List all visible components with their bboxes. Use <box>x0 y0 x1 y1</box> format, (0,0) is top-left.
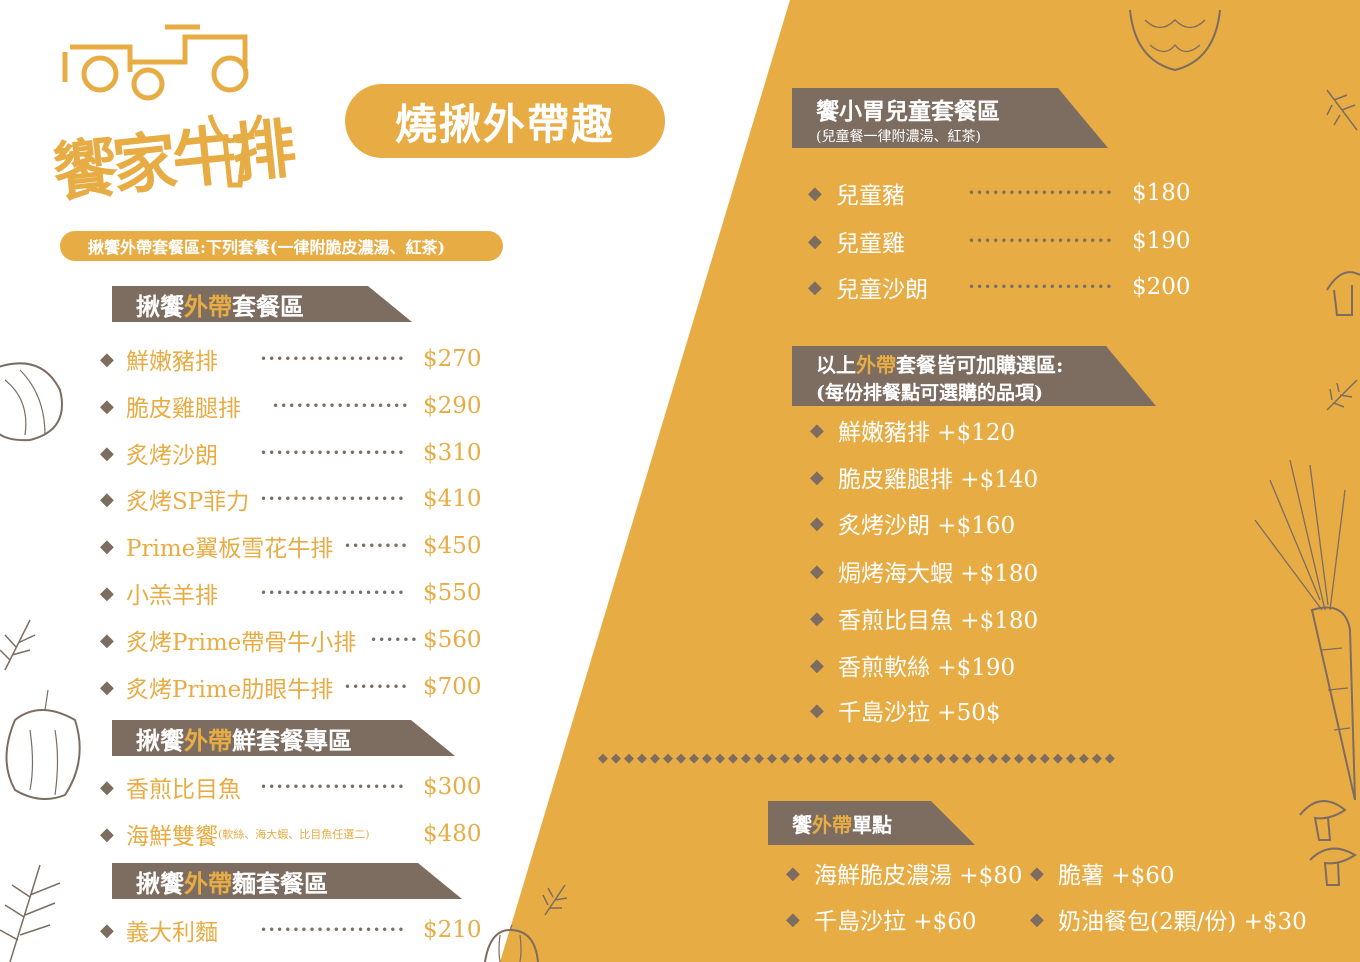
herb-sprig-icon <box>0 619 36 671</box>
kids-title: 饗小胃兒童套餐區 <box>816 98 1000 125</box>
diamond-icon: ◆ <box>786 862 800 884</box>
diamond-icon: ◆ <box>100 629 114 651</box>
diamond-icon: ◆ <box>808 182 822 204</box>
mushroom-sketch-icon <box>1326 271 1360 316</box>
pumpkin-sketch-icon <box>484 925 539 962</box>
diamond-icon: ◆ <box>100 582 114 604</box>
list-item: ◆ 炙烤Prime帶骨牛小排 •••••• $560 <box>100 627 482 656</box>
diamond-icon: ◆ <box>100 488 114 510</box>
addon-subtitle: (每份排餐點可選購的品項) <box>816 382 1043 404</box>
set-note: 揪饗外帶套餐區:下列套餐(一律附脆皮濃湯、紅茶) <box>60 231 503 261</box>
page-title: 燒揪外帶趣 <box>345 84 665 158</box>
list-item: ◆ 炙烤沙朗 +$160 <box>810 512 1016 540</box>
diamond-icon: ◆ <box>810 512 824 534</box>
list-item: ◆ 焗烤海大蝦 +$180 <box>810 560 1039 588</box>
list-item: ◆ 脆皮雞腿排 ••••••••••••••••• $290 <box>100 393 482 422</box>
section-banner-seafood-meals: 揪饗 外帶 鮮套餐專區 <box>112 720 455 756</box>
section-banner-pasta-meals: 揪饗 外帶 麵套餐區 <box>112 863 462 899</box>
leaf-sprig-icon <box>542 884 568 916</box>
list-item: ◆ 海鮮脆皮濃湯 +$80 <box>786 862 1023 890</box>
diamond-icon: ◆ <box>100 395 114 417</box>
diamond-icon: ◆ <box>100 442 114 464</box>
list-item: ◆ 鮮嫩豬排 +$120 <box>810 419 1016 447</box>
herb-sprig-right-icon <box>1326 379 1358 411</box>
carrot-sketch-icon <box>1254 460 1356 800</box>
diamond-icon: ◆ <box>1030 908 1044 930</box>
diamond-icon: ◆ <box>808 230 822 252</box>
list-item: ◆ 脆皮雞腿排 +$140 <box>810 466 1039 494</box>
herb-branch-icon <box>0 864 61 962</box>
list-item: ◆ 香煎比目魚 •••••••••••••••••• $300 <box>100 774 482 803</box>
section-banner-addon: 以上外帶套餐皆可加購選區: (每份排餐點可選購的品項) <box>792 346 1156 406</box>
section-banner-set-meals: 揪饗 外帶 套餐區 <box>112 286 412 322</box>
list-item: ◆ 鮮嫩豬排 •••••••••••••••••• $270 <box>100 346 482 375</box>
onion-sketch-icon <box>0 362 63 442</box>
leaf-branch-icon <box>1326 89 1358 131</box>
list-item: ◆ 炙烤沙朗 •••••••••••••••••• $310 <box>100 440 482 469</box>
diamond-icon: ◆ <box>100 823 114 845</box>
diamond-icon: ◆ <box>100 535 114 557</box>
mushrooms-sketch-icon <box>1299 800 1357 886</box>
list-item: ◆ 奶油餐包(2顆/份) +$30 <box>1030 908 1307 936</box>
list-item: ◆ Prime翼板雪花牛排 •••••••• $450 <box>100 533 482 562</box>
diamond-icon: ◆ <box>1030 862 1044 884</box>
diamond-icon: ◆ <box>100 676 114 698</box>
list-item: ◆ 炙烤SP菲力 •••••••••••••••••• $410 <box>100 486 482 515</box>
list-item: ◆ 海鮮雙饗 (軟絲、海大蝦、比目魚任選二) $480 <box>100 821 482 850</box>
list-item: ◆ 香煎比目魚 +$180 <box>810 607 1039 635</box>
dotted-divider: ◆◆◆◆◆◆◆◆◆◆◆◆◆◆◆◆◆◆◆◆◆◆◆◆◆◆◆◆◆◆◆◆◆◆◆◆◆◆◆◆ <box>598 751 1118 766</box>
diamond-icon: ◆ <box>810 607 824 629</box>
list-item: ◆ 兒童沙朗 •••••••••••••••••• $200 <box>808 274 1191 303</box>
bull-head-icon <box>207 114 263 188</box>
list-item: ◆ 小羔羊排 •••••••••••••••••• $550 <box>100 580 482 609</box>
diamond-icon: ◆ <box>808 276 822 298</box>
list-item: ◆ 脆薯 +$60 <box>1030 862 1175 890</box>
list-item: ◆ 千島沙拉 +50$ <box>810 699 1001 727</box>
diamond-icon: ◆ <box>810 466 824 488</box>
list-item: ◆ 炙烤Prime肋眼牛排 •••••••• $700 <box>100 674 482 703</box>
list-item: ◆ 義大利麵 •••••••••••••••••• $210 <box>100 917 482 946</box>
diamond-icon: ◆ <box>810 699 824 721</box>
list-item: ◆ 香煎軟絲 +$190 <box>810 654 1016 682</box>
diamond-icon: ◆ <box>100 776 114 798</box>
diamond-icon: ◆ <box>100 919 114 941</box>
diamond-icon: ◆ <box>100 348 114 370</box>
bell-pepper-sketch-icon <box>5 690 81 800</box>
diamond-icon: ◆ <box>810 419 824 441</box>
diamond-icon: ◆ <box>810 560 824 582</box>
diamond-icon: ◆ <box>810 654 824 676</box>
list-item: ◆ 兒童豬 •••••••••••••••••• $180 <box>808 180 1191 209</box>
section-banner-kids: 饗小胃兒童套餐區 (兒童餐一律附濃湯、紅茶) <box>792 88 1108 148</box>
kids-subtitle: (兒童餐一律附濃湯、紅茶) <box>816 129 981 145</box>
list-item: ◆ 千島沙拉 +$60 <box>786 908 977 936</box>
diamond-icon: ◆ <box>786 908 800 930</box>
tractor-icon <box>62 24 249 101</box>
artichoke-sketch-icon <box>1129 9 1221 72</box>
list-item: ◆ 兒童雞 •••••••••••••••••• $190 <box>808 228 1191 257</box>
